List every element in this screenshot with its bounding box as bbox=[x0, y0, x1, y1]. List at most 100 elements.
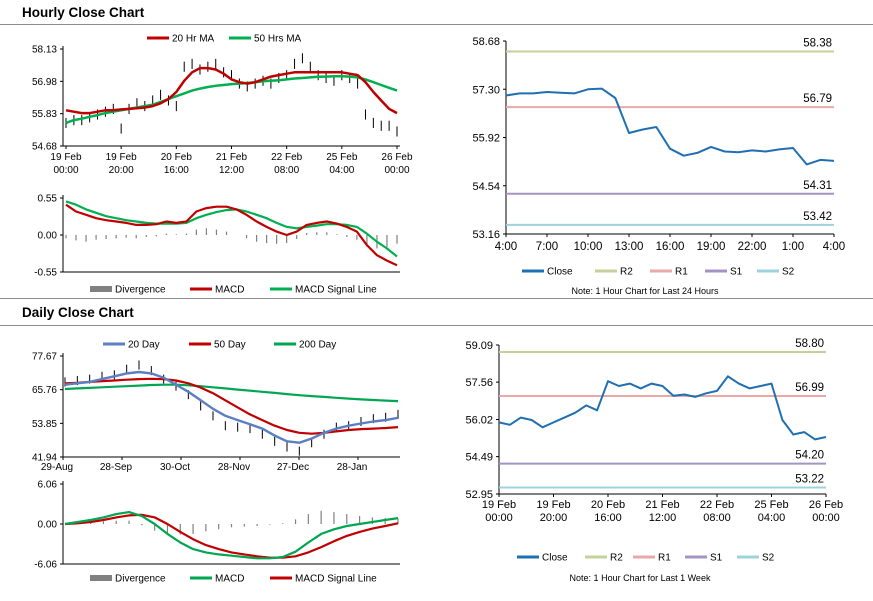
legend-divergence-label: Divergence bbox=[115, 285, 166, 296]
x-tick-label: 13:00 bbox=[615, 241, 644, 253]
x-tick-label-time: 20:00 bbox=[540, 512, 568, 524]
hourly-24h-close-chart: 58.68 57.30 55.92 54.54 53.16 58.38 56.79 54.31… bbox=[472, 36, 845, 296]
legend-s1-label: S1 bbox=[730, 267, 743, 278]
y-tick-label: 55.92 bbox=[472, 133, 500, 145]
legend-divergence-swatch bbox=[90, 575, 112, 581]
y-tick-label: 53.16 bbox=[472, 229, 500, 241]
x-tick-label-time: 08:00 bbox=[274, 165, 299, 176]
x-tick-label-date: 21 Feb bbox=[216, 152, 248, 163]
macd-line bbox=[65, 203, 398, 267]
ma200-line bbox=[64, 383, 399, 403]
x-tick-label-date: 19 Feb bbox=[482, 499, 516, 511]
ma50-line bbox=[64, 377, 399, 435]
x-tick-label-time: 16:00 bbox=[594, 512, 622, 524]
y-tick-label: 0.00 bbox=[38, 520, 58, 531]
x-tick-label-date: 22 Feb bbox=[700, 499, 734, 511]
x-tick-label-date: 25 Feb bbox=[326, 152, 358, 163]
level-s1-label: 54.20 bbox=[795, 450, 824, 462]
level-r2-label: 58.80 bbox=[795, 338, 824, 350]
daily-macd-chart: 6.06 0.00 -6.06 Divergence MACD MACD Signal L… bbox=[34, 480, 400, 585]
x-tick-label-time: 08:00 bbox=[703, 512, 731, 524]
x-tick-label: 19:00 bbox=[697, 241, 726, 253]
level-s1-label: 54.31 bbox=[803, 180, 832, 192]
y-tick-label: 6.06 bbox=[38, 480, 58, 491]
x-tick-label: 28-Jan bbox=[337, 462, 368, 473]
x-tick-label-date: 21 Feb bbox=[645, 499, 679, 511]
level-s2-label: 53.22 bbox=[795, 473, 824, 485]
daily-divider bbox=[0, 325, 873, 326]
x-tick-label-date: 26 Feb bbox=[809, 499, 843, 511]
x-tick-label-time: 12:00 bbox=[219, 165, 244, 176]
x-tick-label: 7:00 bbox=[536, 241, 558, 253]
x-tick-label: 16:00 bbox=[656, 241, 685, 253]
legend-close-label: Close bbox=[542, 553, 568, 564]
y-tick-label: 56.02 bbox=[465, 415, 493, 427]
y-tick-label: 56.98 bbox=[32, 77, 57, 88]
chart-note: Note: 1 Hour Chart for Last 1 Week bbox=[570, 573, 711, 583]
legend-signal-label: MACD Signal Line bbox=[295, 285, 377, 296]
legend-r1-label: R1 bbox=[658, 553, 671, 564]
middle-divider bbox=[0, 298, 873, 299]
level-s2-label: 53.42 bbox=[803, 211, 832, 223]
legend-50hrs-ma-label: 50 Hrs MA bbox=[254, 34, 302, 45]
legend-20hr-ma-label: 20 Hr MA bbox=[172, 34, 215, 45]
level-r1-label: 56.79 bbox=[803, 93, 832, 105]
legend-s2-label: S2 bbox=[782, 267, 795, 278]
x-tick-label-time: 16:00 bbox=[164, 165, 189, 176]
close-line bbox=[498, 375, 827, 441]
daily-section-title: Daily Close Chart bbox=[22, 305, 134, 320]
y-tick-label: 54.54 bbox=[472, 181, 500, 193]
legend-s2-label: S2 bbox=[762, 553, 775, 564]
y-tick-label: 54.49 bbox=[465, 452, 493, 464]
x-tick-label-time: 00:00 bbox=[384, 165, 409, 176]
legend-close-label: Close bbox=[547, 267, 573, 278]
x-tick-label: 30-Oct bbox=[160, 462, 190, 473]
x-tick-label: 10:00 bbox=[574, 241, 603, 253]
x-tick-label: 4:00 bbox=[495, 241, 517, 253]
x-tick-label: 28-Sep bbox=[100, 462, 133, 473]
signal-line bbox=[64, 513, 399, 559]
x-tick-label: 1:00 bbox=[782, 241, 804, 253]
x-tick-label: 4:00 bbox=[823, 241, 845, 253]
y-tick-label: 58.68 bbox=[472, 36, 500, 48]
legend-macd-label: MACD bbox=[215, 574, 244, 585]
ma20-line bbox=[64, 370, 399, 444]
x-tick-label-time: 12:00 bbox=[649, 512, 677, 524]
close-line bbox=[505, 87, 835, 166]
signal-line bbox=[65, 200, 398, 258]
x-tick-label: 22:00 bbox=[738, 241, 767, 253]
x-tick-label: 28-Nov bbox=[218, 462, 250, 473]
x-tick-label-date: 19 Feb bbox=[106, 152, 138, 163]
x-tick-label-time: 00:00 bbox=[812, 512, 840, 524]
legend-divergence-swatch bbox=[90, 286, 112, 292]
y-tick-label: 52.95 bbox=[465, 489, 493, 501]
x-tick-label-time: 20:00 bbox=[109, 165, 134, 176]
y-tick-label: 57.56 bbox=[465, 377, 493, 389]
weekly-close-chart: 59.09 57.56 56.02 54.49 52.95 58.80 56.99 54.20… bbox=[465, 338, 843, 583]
y-tick-label: 54.68 bbox=[32, 142, 57, 153]
legend-divergence-label: Divergence bbox=[115, 574, 166, 585]
level-r2-label: 58.38 bbox=[803, 37, 832, 49]
y-tick-label: 59.09 bbox=[465, 340, 493, 352]
y-tick-label: 65.76 bbox=[32, 385, 57, 396]
y-tick-label: 57.30 bbox=[472, 84, 500, 96]
legend-20-day-label: 20 Day bbox=[128, 340, 160, 351]
x-tick-label-time: 00:00 bbox=[485, 512, 513, 524]
y-tick-label: 55.83 bbox=[32, 109, 57, 120]
legend-r2-label: R2 bbox=[610, 553, 623, 564]
y-tick-label: 0.55 bbox=[38, 194, 58, 205]
legend-200-day-label: 200 Day bbox=[299, 340, 336, 351]
legend-signal-label: MACD Signal Line bbox=[295, 574, 377, 585]
x-tick-label-date: 19 Feb bbox=[536, 499, 570, 511]
hourly-macd-chart: 0.55 0.00 -0.55 Divergence MACD MACD Signal L… bbox=[34, 194, 400, 296]
x-tick-label-date: 26 Feb bbox=[381, 152, 413, 163]
legend-r1-label: R1 bbox=[675, 267, 688, 278]
y-tick-label: -6.06 bbox=[34, 560, 57, 571]
x-tick-label-date: 20 Feb bbox=[161, 152, 193, 163]
hourly-section-title: Hourly Close Chart bbox=[22, 5, 145, 20]
macd-line bbox=[64, 510, 399, 560]
x-tick-label-time: 04:00 bbox=[758, 512, 786, 524]
y-tick-label: 77.67 bbox=[32, 352, 57, 363]
legend-50-day-label: 50 Day bbox=[214, 340, 246, 351]
